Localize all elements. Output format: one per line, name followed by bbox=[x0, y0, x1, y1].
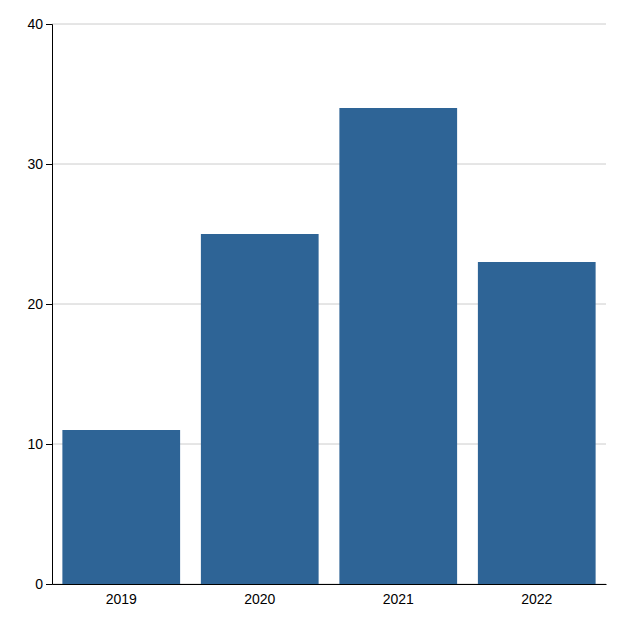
y-tick-label: 40 bbox=[27, 16, 43, 32]
y-axis-line bbox=[46, 25, 53, 585]
y-tick: 10 bbox=[27, 436, 52, 452]
y-tick: 30 bbox=[27, 156, 52, 172]
y-tick-label: 20 bbox=[27, 296, 43, 312]
grid-line bbox=[52, 24, 606, 25]
y-tick-label: 30 bbox=[27, 156, 43, 172]
y-tick-mark bbox=[46, 304, 52, 305]
plot: 0 10 20 30 40 2019 2020 2021 2022 bbox=[27, 16, 606, 607]
x-tick: 2022 bbox=[521, 591, 552, 607]
x-tick-label: 2019 bbox=[106, 591, 137, 607]
y-tick-label: 10 bbox=[27, 436, 43, 452]
y-tick-mark bbox=[46, 164, 52, 165]
x-tick-label: 2020 bbox=[244, 591, 275, 607]
x-axis: 2019 2020 2021 2022 bbox=[53, 585, 607, 607]
y-tick: 40 bbox=[27, 16, 52, 32]
bars bbox=[62, 108, 595, 584]
bar bbox=[62, 430, 180, 584]
y-tick-mark bbox=[46, 444, 52, 445]
y-tick: 0 bbox=[35, 576, 52, 592]
y-tick-label: 0 bbox=[35, 576, 43, 592]
bar bbox=[339, 108, 457, 584]
chart-svg: 0 10 20 30 40 2019 2020 2021 2022 bbox=[0, 0, 626, 628]
y-tick: 20 bbox=[27, 296, 52, 312]
x-tick-label: 2021 bbox=[383, 591, 414, 607]
x-tick: 2020 bbox=[244, 591, 275, 607]
grid-line bbox=[52, 164, 606, 165]
x-tick-label: 2022 bbox=[521, 591, 552, 607]
bar bbox=[478, 262, 596, 584]
y-tick-mark bbox=[46, 24, 52, 25]
grid bbox=[52, 24, 606, 584]
chart-container: 0 10 20 30 40 2019 2020 2021 2022 bbox=[0, 0, 626, 628]
y-axis: 0 10 20 30 40 bbox=[27, 16, 52, 592]
x-axis-line bbox=[53, 584, 607, 585]
x-tick: 2019 bbox=[106, 591, 137, 607]
y-tick-mark bbox=[46, 584, 52, 585]
x-tick: 2021 bbox=[383, 591, 414, 607]
bar bbox=[201, 234, 319, 584]
